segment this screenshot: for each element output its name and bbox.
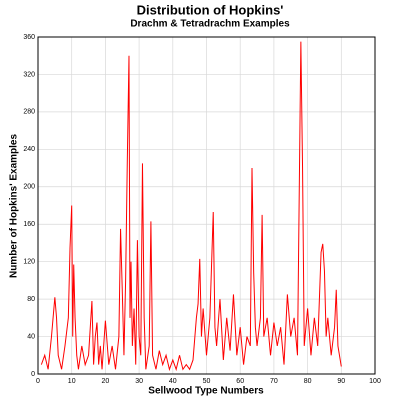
x-tick-label: 80	[304, 378, 312, 385]
x-tick-label: 60	[236, 378, 244, 385]
y-tick-label: 280	[23, 109, 35, 116]
x-tick-label: 90	[337, 378, 345, 385]
y-tick-label: 240	[23, 146, 35, 153]
plot-border	[37, 36, 376, 375]
y-tick-label: 160	[23, 221, 35, 228]
data-line	[40, 41, 342, 372]
y-tick-label: 200	[23, 184, 35, 191]
x-tick-label: 70	[270, 378, 278, 385]
x-tick-label: 20	[102, 378, 110, 385]
y-tick-label: 120	[23, 259, 35, 266]
chart-title: Distribution of Hopkins'	[137, 2, 284, 17]
x-tick-label: 0	[36, 378, 40, 385]
chart-subtitle: Drachm & Tetradrachm Examples	[130, 19, 290, 30]
x-tick-label: 30	[135, 378, 143, 385]
x-tick-label: 10	[68, 378, 76, 385]
x-tick-label: 40	[169, 378, 177, 385]
y-tick-label: 360	[23, 34, 35, 41]
y-tick-label: 40	[27, 333, 35, 340]
y-tick-label: 320	[23, 71, 35, 78]
x-tick-label: 100	[369, 378, 381, 385]
y-tick-label: 80	[27, 296, 35, 303]
x-tick-label: 50	[203, 378, 211, 385]
x-axis-label: Sellwood Type Numbers	[148, 386, 264, 397]
y-tick-label: 0	[31, 371, 35, 378]
y-axis-label: Number of Hopkins' Examples	[9, 134, 20, 279]
